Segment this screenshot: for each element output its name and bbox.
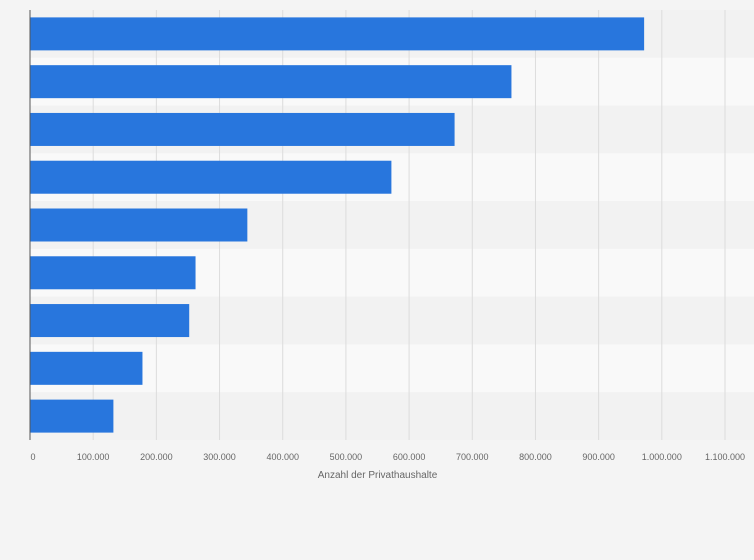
bar[interactable] <box>30 399 114 433</box>
bar[interactable] <box>30 112 455 146</box>
bar[interactable] <box>30 160 392 194</box>
row-band <box>30 392 754 440</box>
x-tick-label: 200.000 <box>140 452 173 462</box>
bar[interactable] <box>30 17 645 51</box>
x-tick-labels: 0 100.000 200.000 300.000 400.000 500.000 600.… <box>30 452 745 462</box>
bar[interactable] <box>30 208 248 242</box>
x-tick-label: 1.000.000 <box>642 452 682 462</box>
bar[interactable] <box>30 351 143 385</box>
x-tick-label: 600.000 <box>393 452 426 462</box>
x-tick-label: 0 <box>30 452 35 462</box>
x-tick-label: 500.000 <box>330 452 363 462</box>
x-tick-label: 1.100.000 <box>705 452 745 462</box>
x-tick-label: 300.000 <box>203 452 236 462</box>
bars <box>30 17 645 433</box>
bar[interactable] <box>30 304 190 338</box>
bar[interactable] <box>30 65 512 99</box>
x-tick-label: 100.000 <box>77 452 110 462</box>
x-axis-title: Anzahl der Privathaushalte <box>318 470 438 481</box>
x-tick-label: 400.000 <box>266 452 299 462</box>
row-band <box>30 344 754 393</box>
x-tick-label: 800.000 <box>519 452 552 462</box>
bar[interactable] <box>30 256 196 290</box>
x-tick-label: 900.000 <box>582 452 615 462</box>
x-tick-label: 700.000 <box>456 452 489 462</box>
